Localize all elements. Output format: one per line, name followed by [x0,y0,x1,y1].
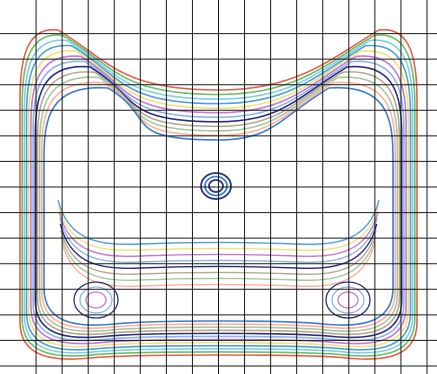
contour-shell [27,50,410,348]
contour-shell [23,39,414,354]
contour-shell [25,44,412,351]
contour-shell [21,34,416,357]
contour-shell [38,76,399,333]
contour-lobe [331,286,365,314]
contour-center-ring [208,179,224,193]
contour-lobe [79,286,113,314]
contour-shell [36,71,401,336]
contour-center-ring [200,172,232,200]
contour-lobe [337,291,359,309]
contour-shell [34,65,403,339]
contour-center-ring [204,175,228,197]
contour-lobe [85,291,107,309]
contour-shell [30,55,407,345]
